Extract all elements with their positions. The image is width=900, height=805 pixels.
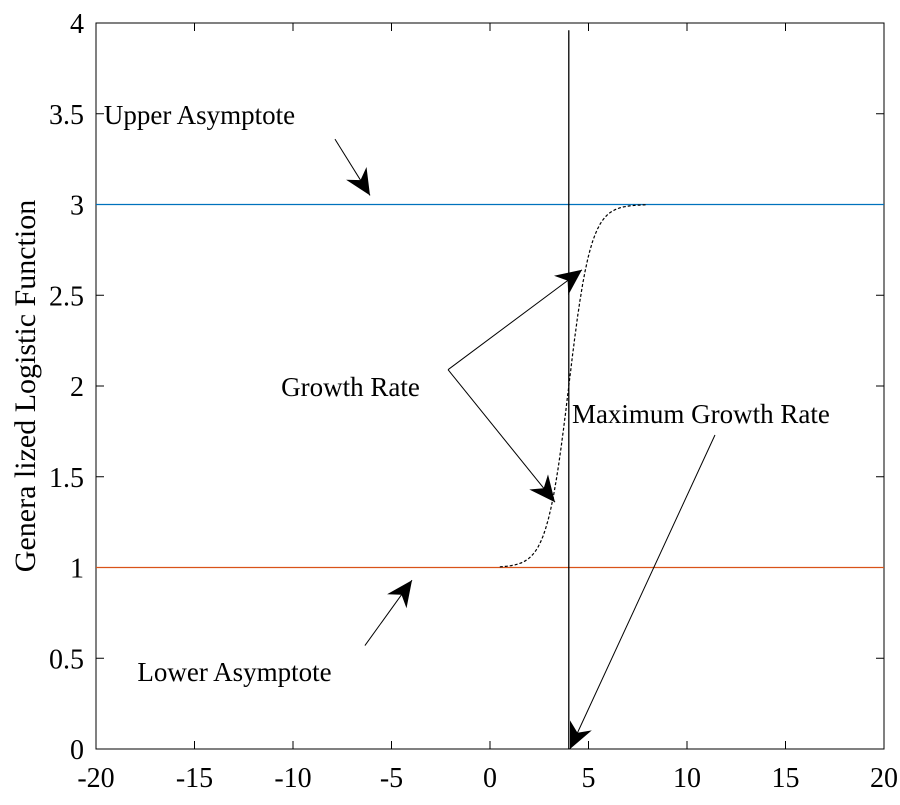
annotation-label: Upper Asymptote xyxy=(104,100,295,130)
y-tick-label: 1 xyxy=(70,554,84,585)
annotation-label: Growth Rate xyxy=(281,372,420,402)
x-tick-label: 15 xyxy=(772,763,800,794)
annotation-arrow-line xyxy=(569,434,716,750)
x-tick-label: 10 xyxy=(673,763,701,794)
x-tick-label: 0 xyxy=(483,763,497,794)
x-tick-label: -20 xyxy=(77,763,114,794)
annotation-arrowhead-icon xyxy=(570,720,592,749)
x-tick-label: -10 xyxy=(274,763,311,794)
x-tick-label: -5 xyxy=(380,763,403,794)
plot-frame xyxy=(95,22,885,750)
y-tick-label: 0 xyxy=(70,735,84,766)
y-tick-label: 3 xyxy=(70,191,84,222)
y-tick-label: 3.5 xyxy=(49,100,84,131)
annotation-arrow-line xyxy=(447,269,583,371)
x-tick-label: -15 xyxy=(176,763,213,794)
annotation-arrowhead-icon xyxy=(554,269,582,295)
x-tick-label: 5 xyxy=(582,763,596,794)
y-tick-label: 1.5 xyxy=(49,463,84,494)
annotation-label: Lower Asymptote xyxy=(137,657,331,687)
y-tick-label: 0.5 xyxy=(49,644,84,675)
annotation-arrowhead-icon xyxy=(529,474,555,503)
y-tick-label: 2 xyxy=(70,372,84,403)
y-axis-label: Genera lized Logistic Function xyxy=(9,200,42,572)
annotation-arrowhead-icon xyxy=(387,580,412,609)
annotation-arrow-line xyxy=(447,369,556,503)
logistic-curve xyxy=(499,204,646,568)
annotation-label: Maximum Growth Rate xyxy=(572,399,830,429)
annotation-arrowhead-icon xyxy=(346,167,370,196)
y-tick-label: 2.5 xyxy=(49,281,84,312)
y-tick-label: 4 xyxy=(70,9,84,40)
x-tick-label: 20 xyxy=(870,763,898,794)
